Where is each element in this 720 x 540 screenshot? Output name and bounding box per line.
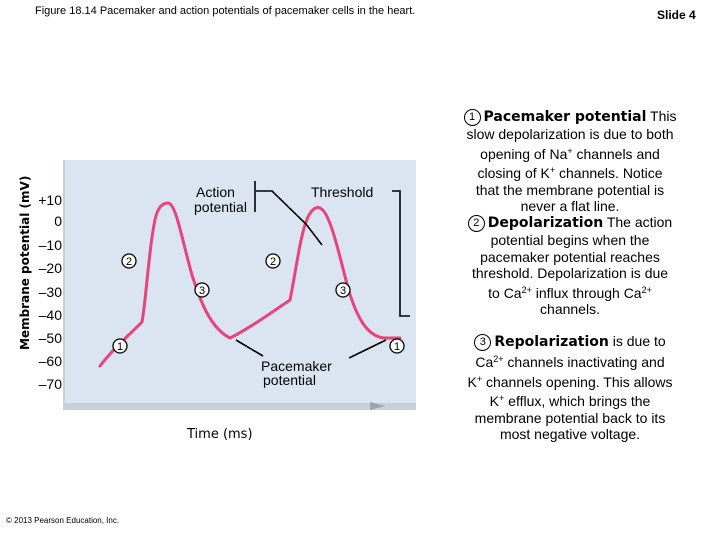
description-heading: Repolarization [494,334,609,350]
figure-title: Figure 18.14 Pacemaker and action potent… [35,5,416,17]
action-potential-label-2: potential [194,199,247,215]
description-line: slow depolarization is due to both [466,126,674,142]
threshold-connector [392,190,410,317]
pacemaker-pointer-left [235,339,264,357]
step-number-badge: 2 [467,215,485,232]
x-axis-label: Time (ms) [186,427,253,442]
description-line: K+ channels opening. This allows [467,373,673,390]
phase-marker-2-right: 2 [265,253,281,269]
pacemaker-pointer-right [348,339,387,359]
description-line: K+ efflux, which brings the [489,393,651,409]
svg-text:2: 2 [126,256,132,268]
plot-area [64,160,416,410]
description-lead: This [650,108,677,124]
membrane-potential-curve [98,201,402,368]
phase-marker-2-left: 2 [121,253,137,269]
y-tick-label: –70 [38,376,62,392]
svg-text:3: 3 [340,285,346,297]
action-potential-label: Action [196,184,235,200]
description-line: threshold. Depolarization is due [471,265,669,281]
threshold-label: Threshold [311,184,373,200]
svg-text:1: 1 [117,341,123,353]
description-line: channels. [540,301,600,317]
description-line: most negative voltage. [499,426,641,442]
y-tick-label: –30 [38,284,62,300]
svg-text:1: 1 [394,341,400,353]
phase-marker-1-right: 1 [389,338,405,354]
y-tick-label: –60 [38,353,62,369]
description-lead: The action [606,214,673,230]
x-axis-bar [64,403,416,410]
phase-marker-1-left: 1 [112,338,128,354]
svg-text:3: 3 [199,285,205,297]
description-line: potential begins when the [490,232,650,248]
slide-number: Slide 4 [657,8,696,22]
y-tick-label: –50 [38,330,62,346]
description-line: to Ca2+ influx through Ca2+ [488,284,652,301]
description-repolarization: 3 Repolarization is due to Ca2+ channels … [425,333,715,443]
y-tick-label: 0 [54,213,62,229]
x-axis-arrow [370,402,385,410]
y-tick-label: –10 [38,237,62,253]
copyright-notice: © 2013 Pearson Education, Inc. [6,516,120,525]
description-heading: Pacemaker potential [483,109,647,125]
phase-marker-3-right: 3 [335,282,351,298]
y-tick-label: –20 [38,260,62,276]
description-heading: Depolarization [487,215,604,231]
pacemaker-potential-label: Pacemaker [261,358,332,374]
description-depolarization: 2 Depolarization The action potential beg… [425,214,715,318]
threshold-pointer [256,190,323,246]
step-number-badge: 1 [463,109,481,126]
svg-text:2: 2 [270,256,276,268]
pacemaker-potential-label-2: potential [263,372,316,388]
description-line: opening of Na+ channels and [480,145,660,162]
y-tick-label: –40 [38,307,62,323]
description-line: pacemaker potential reaches [480,248,660,265]
description-lead: is due to [612,333,666,349]
description-line: never a flat line. [520,198,620,214]
description-line: membrane potential back to its [474,409,666,426]
phase-marker-3-left: 3 [194,282,210,298]
step-number-badge: 3 [474,334,492,351]
description-line: closing of K+ channels. Notice [477,165,663,181]
description-line: that the membrane potential is [475,181,665,198]
y-tick-label: +10 [38,192,62,208]
description-line: Ca2+ channels inactivating and [475,354,665,370]
description-pacemaker-potential: 1 Pacemaker potential This slow depolariz… [425,108,715,215]
